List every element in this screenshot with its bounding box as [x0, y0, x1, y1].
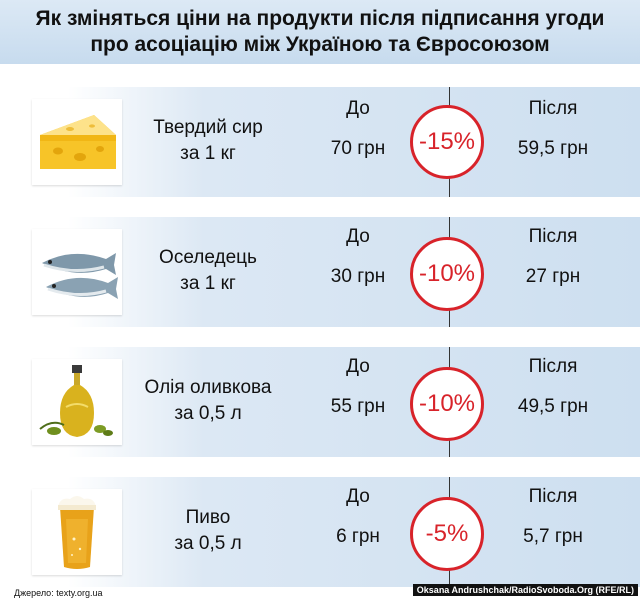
before-price: 70 грн: [330, 138, 386, 159]
before-label: До: [346, 486, 370, 507]
discount-badge: -15%: [410, 105, 484, 179]
herring-icon: [32, 229, 122, 315]
title-line-2: про асоціацію між Україною та Євросоюзом: [90, 33, 550, 56]
before-price: 30 грн: [330, 266, 386, 287]
discount-badge: -10%: [410, 367, 484, 441]
after-label: Після: [528, 226, 578, 247]
olive-oil-icon: [32, 359, 122, 445]
cheese-icon: [32, 99, 122, 185]
before-label: До: [346, 226, 370, 247]
beer-icon: [32, 489, 122, 575]
source-note: Джерело: texty.org.ua: [14, 588, 103, 598]
product-name: Олія оливкова за 0,5 л: [144, 377, 272, 424]
after-label: Після: [528, 486, 578, 507]
before-price: 55 грн: [330, 396, 386, 417]
before-price: 6 грн: [336, 526, 380, 547]
after-label: Після: [528, 98, 578, 119]
after-price: 49,5 грн: [517, 396, 589, 417]
after-price: 27 грн: [525, 266, 581, 287]
product-name: Пиво за 0,5 л: [174, 507, 242, 554]
after-price: 59,5 грн: [517, 138, 589, 159]
product-row-herring: Оселедець за 1 кг До 30 грн -10% Після 2…: [18, 217, 640, 327]
product-name: Твердий сир за 1 кг: [153, 117, 263, 164]
credit-label: Oksana Andrushchak/RadioSvoboda.Org (RFE…: [412, 584, 638, 596]
product-name: Оселедець за 1 кг: [159, 247, 257, 294]
product-row-olive-oil: Олія оливкова за 0,5 л До 55 грн -10% Пі…: [18, 347, 640, 457]
after-price: 5,7 грн: [523, 526, 583, 547]
product-row-cheese: Твердий сир за 1 кг До 70 грн -15% Після…: [18, 87, 640, 197]
before-label: До: [346, 98, 370, 119]
page-title: Як зміняться ціни на продукти після підп…: [0, 6, 640, 58]
discount-badge: -10%: [410, 237, 484, 311]
title-line-1: Як зміняться ціни на продукти після підп…: [35, 7, 605, 30]
title-bar: [0, 0, 640, 64]
discount-badge: -5%: [410, 497, 484, 571]
before-label: До: [346, 356, 370, 377]
after-label: Після: [528, 356, 578, 377]
product-row-beer: Пиво за 0,5 л До 6 грн -5% Після 5,7 грн: [18, 477, 640, 587]
